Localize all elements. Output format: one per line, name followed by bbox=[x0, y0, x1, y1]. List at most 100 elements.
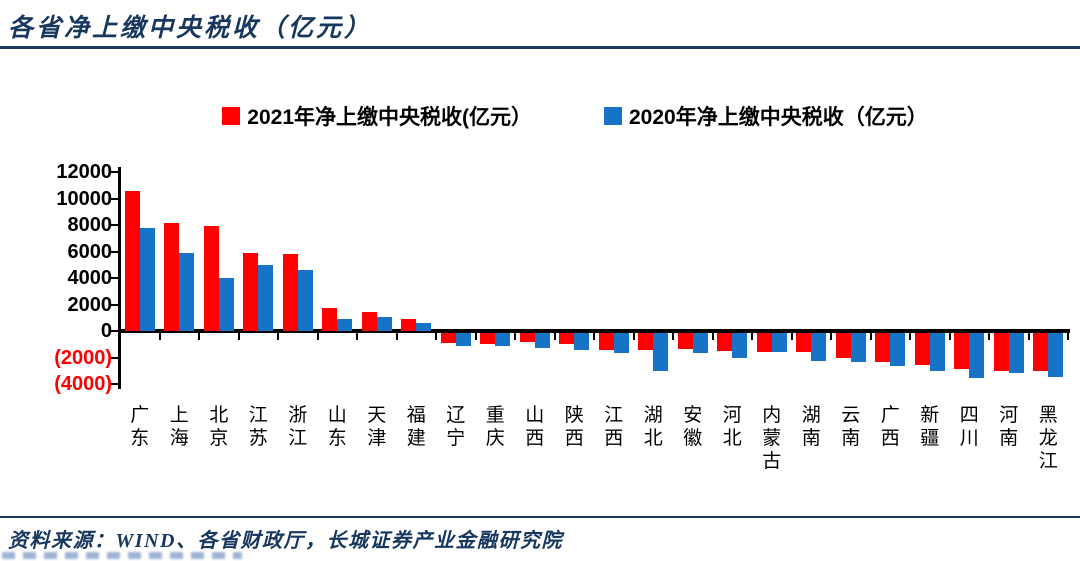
y-axis-label: (2000) bbox=[54, 346, 112, 369]
bar-2020-安徽 bbox=[692, 333, 708, 353]
legend-item-2021: 2021年净上缴中央税收(亿元） bbox=[222, 101, 532, 131]
legend-swatch-2021-icon bbox=[222, 107, 241, 125]
x-axis-tick bbox=[948, 333, 951, 340]
x-axis-label: 云南 bbox=[841, 405, 861, 449]
bar-2021-四川 bbox=[954, 333, 970, 370]
x-axis-label: 新疆 bbox=[920, 405, 940, 449]
x-axis-tick bbox=[1027, 333, 1030, 340]
bar-2021-湖南 bbox=[796, 333, 812, 353]
x-axis-label: 内蒙古 bbox=[762, 405, 782, 472]
chart-legend: 2021年净上缴中央税收(亿元） 2020年净上缴中央税收（亿元） bbox=[0, 101, 1080, 131]
bar-2021-云南 bbox=[835, 333, 851, 359]
x-axis-tick bbox=[198, 333, 200, 340]
x-axis-tick bbox=[277, 333, 279, 340]
x-axis-tick bbox=[514, 333, 516, 340]
bar-2020-辽宁 bbox=[455, 333, 471, 347]
x-axis-label: 福建 bbox=[406, 405, 426, 449]
bar-2020-新疆 bbox=[929, 333, 945, 371]
bar-2020-黑龙江 bbox=[1048, 333, 1064, 378]
bar-2020-浙江 bbox=[297, 270, 313, 331]
bar-2021-黑龙江 bbox=[1033, 333, 1049, 372]
y-axis-label: 8000 bbox=[67, 214, 113, 236]
x-axis-label: 安徽 bbox=[683, 405, 703, 449]
x-axis-label: 浙江 bbox=[288, 405, 308, 449]
x-axis-tick bbox=[632, 333, 635, 340]
bar-2020-陕西 bbox=[574, 333, 590, 351]
bar-2020-内蒙古 bbox=[771, 333, 787, 353]
x-axis-tick bbox=[1067, 333, 1069, 340]
x-axis-tick bbox=[119, 333, 121, 340]
bar-2021-山东 bbox=[322, 307, 338, 331]
x-axis-tick bbox=[593, 333, 595, 340]
x-axis-label: 重庆 bbox=[485, 405, 505, 449]
footer-divider bbox=[0, 516, 1080, 518]
x-axis-label: 山东 bbox=[327, 405, 347, 449]
x-axis-label: 江苏 bbox=[248, 405, 268, 449]
bar-2021-新疆 bbox=[914, 333, 930, 365]
bar-2020-四川 bbox=[969, 333, 985, 379]
x-axis-label: 上海 bbox=[169, 405, 189, 449]
x-axis-label: 河南 bbox=[999, 405, 1019, 449]
bar-2021-江西 bbox=[598, 333, 614, 351]
bar-2021-福建 bbox=[401, 319, 417, 331]
legend-swatch-2020-icon bbox=[604, 107, 622, 125]
bar-2020-湖南 bbox=[811, 333, 827, 361]
x-axis-line bbox=[118, 329, 1070, 333]
legend-label-2020: 2020年净上缴中央税收（亿元） bbox=[629, 106, 928, 129]
bar-2021-山西 bbox=[519, 333, 535, 343]
x-axis-label: 陕西 bbox=[564, 405, 584, 449]
x-axis-label: 河北 bbox=[722, 405, 742, 449]
x-axis-tick bbox=[158, 333, 161, 340]
bar-2020-重庆 bbox=[495, 333, 511, 346]
x-axis-tick bbox=[711, 333, 714, 340]
bar-2021-安徽 bbox=[677, 333, 693, 349]
x-axis-label: 北京 bbox=[209, 405, 229, 449]
x-axis-tick bbox=[830, 333, 832, 340]
x-axis-tick bbox=[237, 333, 240, 340]
x-axis-label: 广东 bbox=[130, 405, 150, 449]
bar-2021-天津 bbox=[361, 312, 377, 331]
title-divider bbox=[0, 46, 1080, 49]
source-note: 资料来源：WIND、各省财政厅，长城证券产业金融研究院 bbox=[8, 530, 563, 552]
x-axis-tick bbox=[553, 333, 556, 340]
bar-2021-北京 bbox=[203, 225, 219, 331]
bar-2021-湖北 bbox=[638, 333, 654, 350]
x-axis-tick bbox=[356, 333, 358, 340]
x-axis-tick bbox=[869, 333, 872, 340]
y-axis-label: 12000 bbox=[56, 161, 112, 183]
x-axis-label: 广西 bbox=[880, 405, 900, 449]
x-axis-tick bbox=[395, 333, 398, 340]
bar-2021-上海 bbox=[164, 223, 180, 331]
y-axis-label: 6000 bbox=[67, 240, 113, 263]
bar-2020-广西 bbox=[890, 333, 906, 367]
x-axis-tick bbox=[790, 333, 793, 340]
bar-2020-河北 bbox=[732, 333, 748, 358]
bar-2020-湖北 bbox=[653, 333, 669, 372]
bar-2020-河南 bbox=[1008, 333, 1024, 374]
bar-2021-江苏 bbox=[243, 253, 259, 331]
x-axis-label: 辽宁 bbox=[446, 405, 466, 449]
bar-2021-广东 bbox=[124, 190, 140, 331]
bar-2020-云南 bbox=[850, 333, 866, 363]
y-axis-label: 10000 bbox=[56, 187, 112, 210]
bar-2020-天津 bbox=[376, 317, 392, 331]
bar-2021-浙江 bbox=[282, 254, 298, 331]
cut-off-text-fragment bbox=[2, 552, 242, 559]
x-axis-tick bbox=[672, 333, 674, 340]
legend-label-2021: 2021年净上缴中央税收(亿元） bbox=[247, 106, 532, 129]
y-axis-tick bbox=[111, 303, 119, 306]
x-axis-label: 山西 bbox=[525, 405, 545, 449]
y-axis-tick bbox=[111, 383, 119, 385]
x-axis-label: 黑龙江 bbox=[1038, 405, 1058, 472]
x-axis-label: 天津 bbox=[367, 405, 387, 449]
chart-title: 各省净上缴中央税收（亿元） bbox=[8, 15, 373, 42]
bar-2020-福建 bbox=[416, 323, 432, 331]
x-axis-tick bbox=[909, 333, 911, 340]
y-axis-label: (4000) bbox=[54, 373, 112, 395]
y-axis-tick bbox=[111, 356, 119, 359]
x-axis-tick bbox=[435, 333, 437, 340]
bar-2020-江西 bbox=[613, 333, 629, 353]
bar-2021-广西 bbox=[875, 333, 891, 363]
